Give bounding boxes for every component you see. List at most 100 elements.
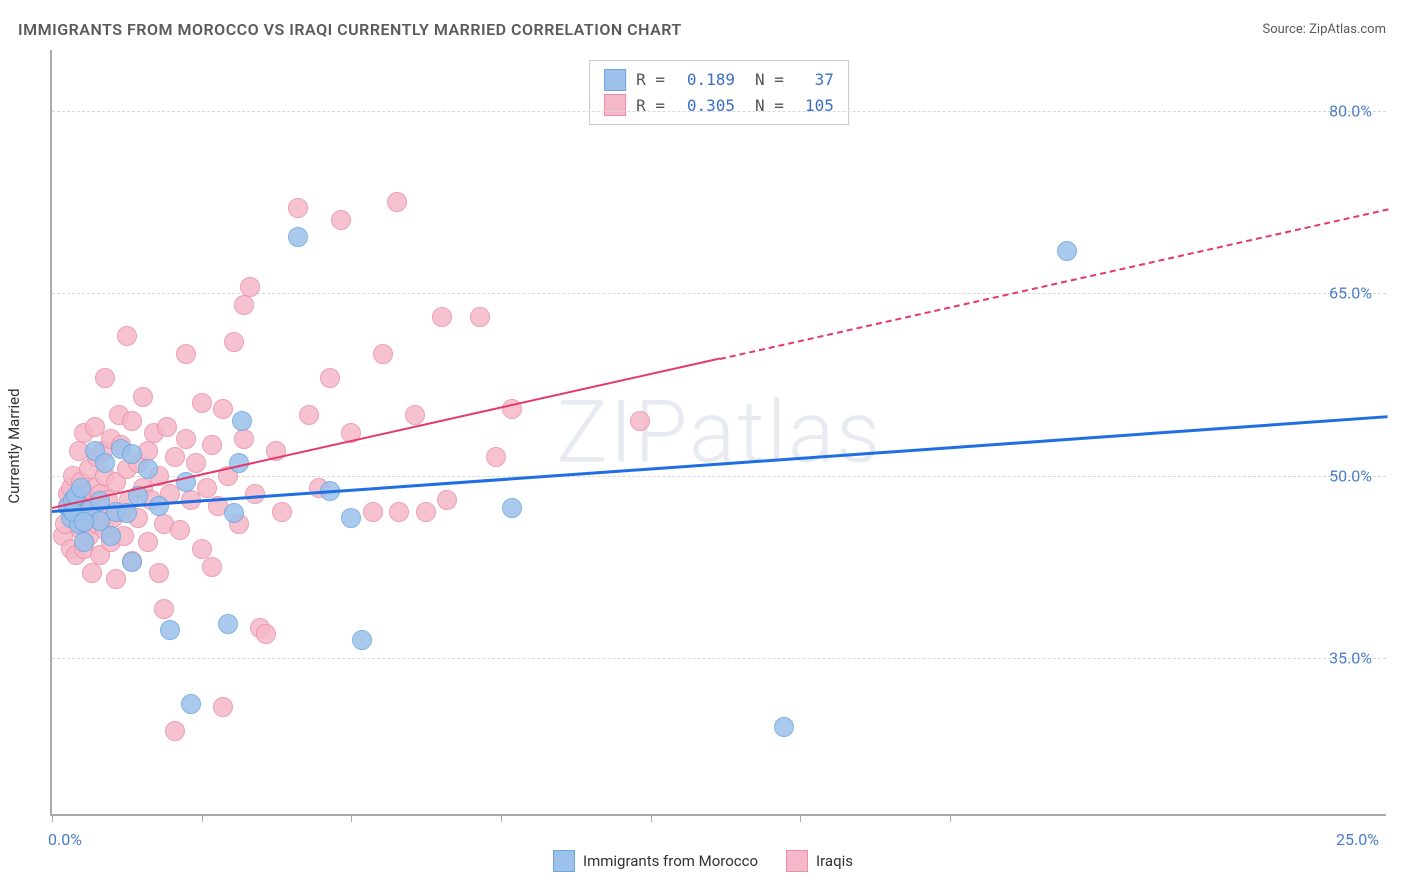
scatter-point-iraqis <box>234 429 254 449</box>
scatter-point-iraqis <box>437 490 457 510</box>
scatter-point-iraqis <box>387 192 407 212</box>
scatter-point-iraqis <box>133 387 153 407</box>
scatter-point-iraqis <box>470 307 490 327</box>
scatter-point-morocco <box>95 453 115 473</box>
y-tick-label: 80.0% <box>1329 101 1372 120</box>
legend-swatch <box>553 850 575 872</box>
scatter-point-morocco <box>288 227 308 247</box>
legend-r-value: 0.305 <box>675 93 735 119</box>
scatter-point-iraqis <box>165 447 185 467</box>
scatter-point-iraqis <box>192 393 212 413</box>
y-tick-label: 50.0% <box>1329 466 1372 485</box>
x-tick <box>202 814 203 822</box>
correlation-legend: R = 0.189 N = 37 R = 0.305 N = 105 <box>589 60 849 125</box>
scatter-point-iraqis <box>186 453 206 473</box>
scatter-point-iraqis <box>138 532 158 552</box>
scatter-point-iraqis <box>176 429 196 449</box>
scatter-point-iraqis <box>149 563 169 583</box>
scatter-point-morocco <box>138 459 158 479</box>
legend-swatch <box>604 69 626 91</box>
chart-title: IMMIGRANTS FROM MOROCCO VS IRAQI CURRENT… <box>18 20 682 39</box>
legend-n-value: 37 <box>794 67 834 93</box>
scatter-point-morocco <box>352 630 372 650</box>
scatter-point-iraqis <box>405 405 425 425</box>
scatter-point-morocco <box>71 478 91 498</box>
scatter-point-iraqis <box>432 307 452 327</box>
trend-line <box>720 208 1388 360</box>
scatter-point-iraqis <box>272 502 292 522</box>
scatter-point-iraqis <box>122 411 142 431</box>
scatter-point-morocco <box>224 503 244 523</box>
scatter-point-iraqis <box>331 210 351 230</box>
scatter-point-iraqis <box>213 399 233 419</box>
legend-swatch <box>786 850 808 872</box>
scatter-point-iraqis <box>224 332 244 352</box>
scatter-point-iraqis <box>170 520 190 540</box>
scatter-point-iraqis <box>202 557 222 577</box>
scatter-point-iraqis <box>165 721 185 741</box>
watermark-text: ZIPatlas <box>556 382 882 483</box>
scatter-point-iraqis <box>373 344 393 364</box>
x-tick <box>501 814 502 822</box>
scatter-point-morocco <box>502 498 522 518</box>
legend-row-iraqis: R = 0.305 N = 105 <box>604 93 834 119</box>
scatter-plot-area: ZIPatlas R = 0.189 N = 37 R = 0.305 N = 105 35.… <box>50 50 1386 816</box>
scatter-point-iraqis <box>363 502 383 522</box>
legend-r-value: 0.189 <box>675 67 735 93</box>
scatter-point-morocco <box>341 508 361 528</box>
scatter-point-morocco <box>774 717 794 737</box>
legend-n-label: N = <box>755 93 784 119</box>
legend-r-label: R = <box>636 67 665 93</box>
legend-label: Iraqis <box>816 852 853 870</box>
gridline <box>52 658 1386 659</box>
scatter-point-iraqis <box>176 344 196 364</box>
legend-n-value: 105 <box>794 93 834 119</box>
x-tick <box>800 814 801 822</box>
scatter-point-iraqis <box>154 599 174 619</box>
scatter-point-iraqis <box>117 326 137 346</box>
scatter-point-iraqis <box>256 624 276 644</box>
scatter-point-morocco <box>74 512 94 532</box>
scatter-point-iraqis <box>320 368 340 388</box>
scatter-point-morocco <box>74 532 94 552</box>
scatter-point-iraqis <box>630 411 650 431</box>
x-tick <box>651 814 652 822</box>
y-tick-label: 35.0% <box>1329 648 1372 667</box>
scatter-point-iraqis <box>82 563 102 583</box>
scatter-point-iraqis <box>389 502 409 522</box>
scatter-point-iraqis <box>234 295 254 315</box>
scatter-point-morocco <box>218 614 238 634</box>
scatter-point-iraqis <box>202 435 222 455</box>
scatter-point-iraqis <box>245 484 265 504</box>
x-tick <box>351 814 352 822</box>
scatter-point-iraqis <box>213 697 233 717</box>
scatter-point-morocco <box>122 552 142 572</box>
scatter-point-iraqis <box>288 198 308 218</box>
x-tick <box>52 814 53 822</box>
x-tick-label: 25.0% <box>1336 830 1379 849</box>
legend-r-label: R = <box>636 93 665 119</box>
legend-n-label: N = <box>755 67 784 93</box>
x-tick-label: 0.0% <box>48 830 82 849</box>
y-axis-label: Currently Married <box>5 388 23 503</box>
legend-swatch <box>604 94 626 116</box>
scatter-point-iraqis <box>197 478 217 498</box>
legend-label: Immigrants from Morocco <box>583 852 758 870</box>
scatter-point-iraqis <box>106 569 126 589</box>
y-tick-label: 65.0% <box>1329 284 1372 303</box>
scatter-point-morocco <box>122 444 142 464</box>
scatter-point-morocco <box>1057 241 1077 261</box>
x-tick <box>950 814 951 822</box>
scatter-point-morocco <box>149 496 169 516</box>
legend-item-iraqis: Iraqis <box>786 850 853 872</box>
scatter-point-morocco <box>160 620 180 640</box>
scatter-point-morocco <box>181 694 201 714</box>
legend-row-morocco: R = 0.189 N = 37 <box>604 67 834 93</box>
gridline <box>52 476 1386 477</box>
scatter-point-iraqis <box>192 539 212 559</box>
gridline <box>52 111 1386 112</box>
legend-item-morocco: Immigrants from Morocco <box>553 850 758 872</box>
series-legend: Immigrants from Morocco Iraqis <box>553 850 853 872</box>
scatter-point-iraqis <box>157 417 177 437</box>
scatter-point-iraqis <box>95 368 115 388</box>
